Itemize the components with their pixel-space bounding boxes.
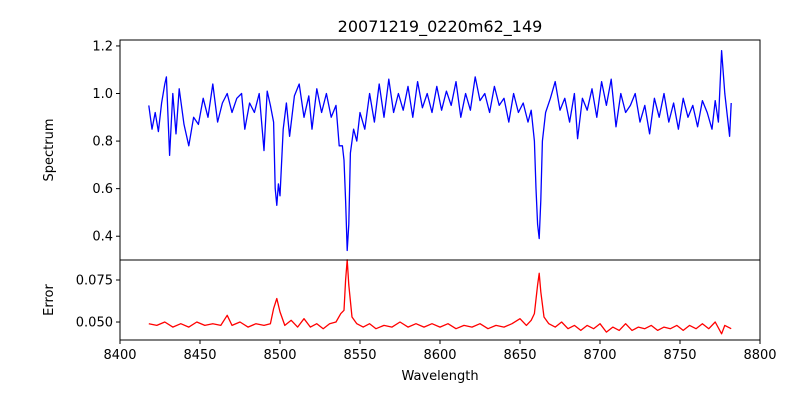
x-tick-label: 8650 <box>503 348 536 363</box>
axes-frame <box>119 259 761 341</box>
x-tick-label: 8700 <box>583 348 616 363</box>
series-line-spectrum <box>148 50 732 252</box>
chart-title: 20071219_0220m62_149 <box>338 17 543 37</box>
x-tick-label: 8500 <box>263 348 296 363</box>
y-tick-label: 1.2 <box>92 39 113 54</box>
y-tick-label: 0.050 <box>76 316 113 331</box>
y-tick-label: 0.4 <box>92 230 113 245</box>
x-axis-label: Wavelength <box>401 369 478 384</box>
spectrum-ylabel: Spectrum <box>42 119 57 182</box>
x-tick-label: 8400 <box>103 348 136 363</box>
error-panel: 0.050 0.075 8400 8450 8500 8550 8600 8650 8700 87… <box>76 259 777 363</box>
x-tick-label: 8800 <box>743 348 776 363</box>
y-tick-label: 0.8 <box>92 135 113 150</box>
y-tick-label: 1.0 <box>92 87 113 102</box>
spectrum-panel: 0.4 0.6 0.8 1.0 1.2 <box>92 39 761 261</box>
x-tick-label: 8450 <box>183 348 216 363</box>
error-ylabel: Error <box>42 284 57 316</box>
series-line-error <box>148 259 732 335</box>
y-tick-label: 0.075 <box>76 274 113 289</box>
x-tick-label: 8750 <box>663 348 696 363</box>
y-tick-label: 0.6 <box>92 182 113 197</box>
axes-frame <box>119 39 761 261</box>
x-tick-label: 8550 <box>343 348 376 363</box>
x-tick-label: 8600 <box>423 348 456 363</box>
